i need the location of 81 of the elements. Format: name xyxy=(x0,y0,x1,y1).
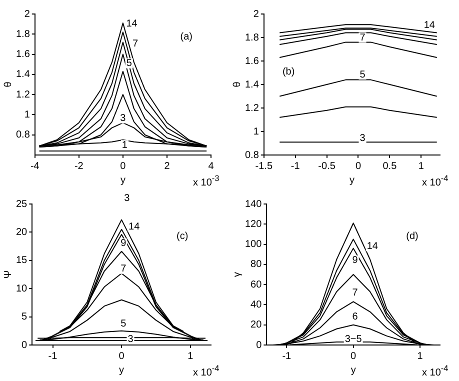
x-tick-label: 1 xyxy=(418,160,424,172)
x-axis-title: y xyxy=(120,174,126,186)
y-tick-label: 25 xyxy=(16,198,28,210)
y-tick-label: 20 xyxy=(16,226,28,238)
y-tick-label: 1.8 xyxy=(16,28,30,40)
x-tick-label: -1 xyxy=(290,160,300,172)
text: x 10$^{-4}$ xyxy=(422,363,448,378)
y-tick-label: 10 xyxy=(16,283,28,294)
x-tick-label: 0.5 xyxy=(382,160,398,172)
y-tick-label: 120 xyxy=(244,218,262,230)
y-axis-title: γ xyxy=(232,272,243,277)
x-tick-label: -1.5 xyxy=(255,160,273,172)
annotation: 7 xyxy=(120,264,127,275)
annotation: (b) xyxy=(282,66,295,78)
x-tick-label: -2 xyxy=(74,160,84,172)
annotation: (c) xyxy=(176,231,188,242)
annotation: 5 xyxy=(126,58,132,70)
x-axis-title: y xyxy=(350,364,356,376)
x-tick-label: 0 xyxy=(120,160,126,172)
x-tick-label: 1 xyxy=(417,350,424,362)
annotation: 7 xyxy=(132,38,138,50)
y-tick-label: 1 xyxy=(253,126,260,138)
y-tick-label: 0.8 xyxy=(16,130,30,141)
y-tick-label: 1.4 xyxy=(16,69,30,80)
text: x 10$^{-3}$ xyxy=(193,173,220,188)
annotation: 3 xyxy=(128,334,134,346)
x-tick-label: -1 xyxy=(282,350,292,362)
annotation: 5 xyxy=(360,69,366,80)
y-tick-label: 0 xyxy=(256,340,262,351)
annotation: 9 xyxy=(352,255,358,266)
y-tick-label: 0 xyxy=(22,340,28,351)
annotation: 14 xyxy=(366,241,378,252)
y-axis-title: Ψ xyxy=(2,270,14,279)
y-tick-label: 1.6 xyxy=(244,56,260,67)
annotation: 7 xyxy=(360,32,366,44)
x-tick-label: -4 xyxy=(30,160,40,172)
annotation: (a) xyxy=(180,31,192,42)
annotation: 3 xyxy=(124,193,130,204)
annotation: 14 xyxy=(424,20,436,32)
y-tick-label: 20 xyxy=(250,320,262,331)
y-tick-label: 2 xyxy=(253,8,260,20)
annotation: 9 xyxy=(120,238,127,250)
annotation: 1 xyxy=(122,140,128,151)
text: x 10$^{-4}$ xyxy=(422,173,448,188)
annotation: 7 xyxy=(352,288,358,299)
annotation: 6 xyxy=(352,312,358,323)
x-tick-label: 0 xyxy=(350,350,357,362)
y-tick-label: 1 xyxy=(24,109,30,120)
annotation: 5 xyxy=(120,318,127,330)
x-axis-title: y xyxy=(119,364,124,376)
x-tick-label: 0 xyxy=(118,350,125,362)
y-tick-label: 0.8 xyxy=(244,150,260,161)
y-tick-label: 2 xyxy=(24,8,30,20)
annotation: 3−5 xyxy=(344,334,362,346)
y-tick-label: 100 xyxy=(244,239,262,250)
y-axis-title: θ xyxy=(2,81,14,88)
annotation: (d) xyxy=(406,231,418,242)
y-tick-label: 1.2 xyxy=(16,89,30,100)
y-tick-label: 1.2 xyxy=(244,102,260,114)
x-tick-label: 1 xyxy=(188,350,194,362)
text: x 10$^{-4}$ xyxy=(193,363,220,378)
x-tick-label: 2 xyxy=(164,160,170,172)
y-tick-label: 15 xyxy=(16,255,28,266)
annotation: 14 xyxy=(126,18,138,30)
x-tick-label: 4 xyxy=(208,160,214,172)
y-tick-label: 5 xyxy=(22,312,28,323)
y-tick-label: 1.6 xyxy=(16,49,30,60)
y-axis-title: θ xyxy=(232,81,243,88)
y-tick-label: 40 xyxy=(250,299,262,310)
x-tick-label: -1 xyxy=(48,350,58,362)
x-tick-label: 0 xyxy=(355,160,362,172)
y-tick-label: 60 xyxy=(250,279,262,290)
x-tick-label: -0.5 xyxy=(318,160,336,172)
annotation: 3 xyxy=(120,113,126,124)
annotation: 14 xyxy=(128,221,140,232)
y-tick-label: 1.8 xyxy=(244,32,260,44)
x-axis-title: y xyxy=(349,174,354,186)
annotation: 3 xyxy=(360,132,366,144)
y-tick-label: 80 xyxy=(250,259,262,270)
y-tick-label: 1.4 xyxy=(244,79,260,90)
y-tick-label: 140 xyxy=(244,198,262,210)
